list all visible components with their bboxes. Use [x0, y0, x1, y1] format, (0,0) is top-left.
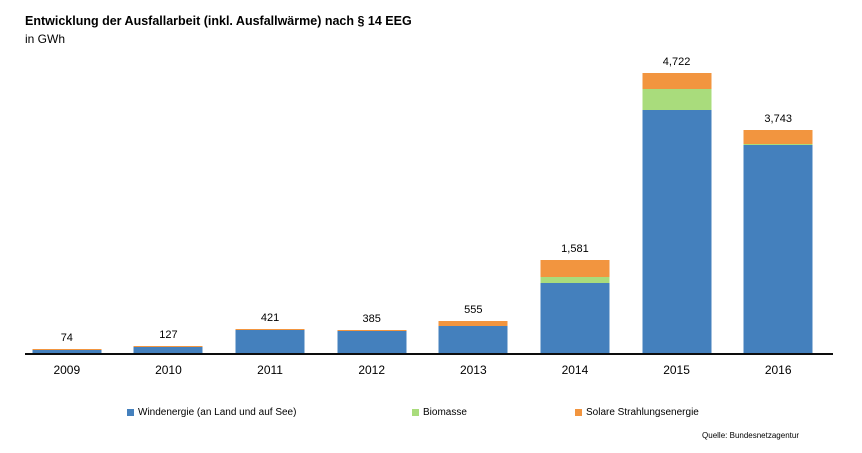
value-label-2016: 3,743 [764, 113, 792, 126]
bar-segment-solar-2009 [32, 348, 102, 350]
value-label-2010: 127 [159, 328, 178, 341]
x-tick-label-2011: 2011 [257, 363, 283, 377]
bar-group-2016: 3,743 [727, 40, 829, 354]
bar-segment-biomasse-2015 [642, 88, 712, 110]
value-label-2011: 421 [260, 311, 280, 324]
bar-segment-biomasse-2014 [540, 276, 610, 284]
stacked-bar-2012 [337, 330, 407, 354]
bar-segment-solar-2013 [438, 320, 508, 326]
legend-item-windenergie: Windenergie (an Land und auf See) [127, 406, 296, 418]
x-axis-line [25, 353, 833, 355]
chart-unit-subtitle: in GWh [25, 32, 66, 46]
x-tick-label-2013: 2013 [459, 363, 487, 377]
stacked-bar-2014 [540, 259, 610, 354]
x-tick-label-2016: 2016 [764, 363, 792, 377]
bar-segment-wind-2011 [235, 329, 305, 354]
bar-segment-solar-2010 [133, 345, 203, 347]
bar-segment-wind-2009 [32, 349, 102, 354]
value-label-2014: 1,581 [561, 242, 589, 255]
bar-group-2010: 127 [118, 40, 220, 354]
stacked-bar-2015 [642, 72, 712, 354]
source-note: Quelle: Bundesnetzagentur [702, 431, 799, 440]
legend-label-biomasse: Biomasse [423, 406, 467, 418]
stacked-bar-2010 [133, 345, 203, 354]
bar-segment-wind-2016 [743, 145, 813, 354]
bar-group-2009: 74 [16, 40, 118, 354]
x-tick-label-2009: 2009 [53, 363, 81, 377]
bar-group-2012: 385 [321, 40, 423, 354]
legend-item-solare-strahlungsenergie: Solare Strahlungsenergie [575, 406, 699, 418]
bar-segment-solar-2011 [235, 328, 305, 330]
page-title: Entwicklung der Ausfallarbeit (inkl. Aus… [25, 14, 412, 28]
value-label-2012: 385 [362, 313, 381, 326]
bar-segment-solar-2012 [337, 330, 407, 332]
bar-segment-solar-2016 [743, 130, 813, 145]
legend-label-windenergie: Windenergie (an Land und auf See) [138, 406, 297, 418]
bar-segment-wind-2015 [642, 109, 712, 354]
bar-segment-biomasse-2016 [743, 144, 813, 146]
stacked-bar-2009 [32, 348, 102, 354]
value-label-2013: 555 [464, 303, 483, 316]
x-tick-label-2015: 2015 [663, 363, 690, 377]
bar-segment-solar-2014 [540, 259, 610, 277]
value-label-2009: 74 [60, 331, 73, 344]
x-tick-label-2010: 2010 [155, 363, 182, 377]
bar-segment-wind-2012 [337, 331, 407, 354]
plot-area: 74 127 421 385 555 1,581 4,722 3,743 [16, 40, 829, 354]
legend-swatch-windenergie [127, 408, 134, 416]
bar-segment-wind-2013 [438, 325, 508, 354]
bar-group-2015: 4,722 [626, 40, 728, 354]
x-tick-label-2012: 2012 [358, 363, 386, 377]
bar-segment-wind-2010 [133, 346, 203, 354]
bar-group-2013: 555 [423, 40, 525, 354]
legend-swatch-biomasse [412, 408, 419, 416]
bar-group-2011: 421 [219, 40, 321, 354]
legend-item-biomasse: Biomasse [412, 406, 467, 418]
bar-segment-solar-2015 [642, 72, 712, 89]
x-tick-label-2014: 2014 [561, 363, 589, 377]
stacked-bar-2016 [743, 130, 813, 354]
stacked-bar-2013 [438, 320, 508, 354]
bar-segment-wind-2014 [540, 283, 610, 354]
value-label-2015: 4,722 [662, 55, 691, 68]
legend-swatch-solare-strahlungsenergie [575, 408, 582, 416]
legend-label-solare-strahlungsenergie: Solare Strahlungsenergie [586, 406, 699, 418]
stacked-bar-2011 [235, 328, 305, 354]
bar-group-2014: 1,581 [524, 40, 626, 354]
